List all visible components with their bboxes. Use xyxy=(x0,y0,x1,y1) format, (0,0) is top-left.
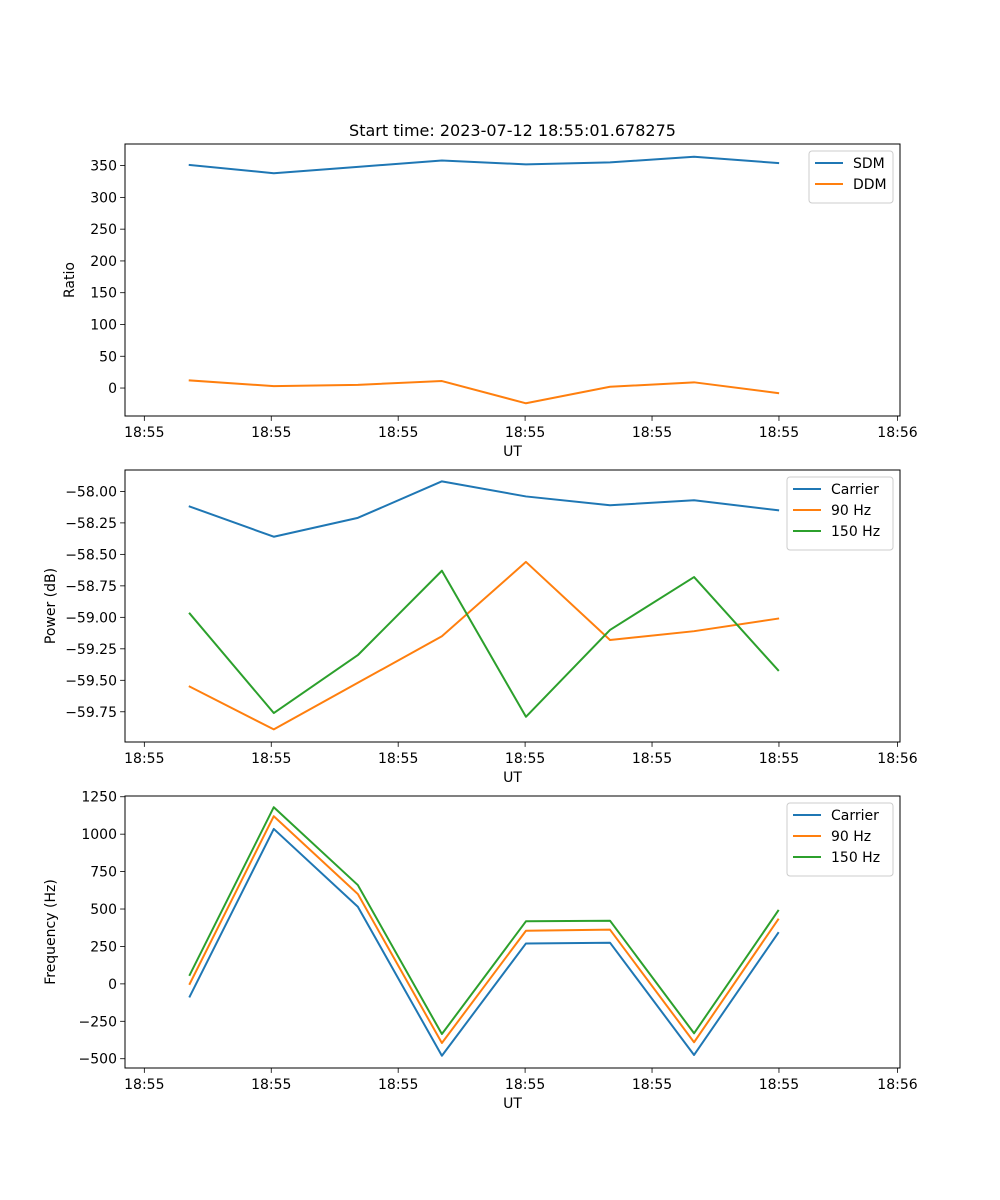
frequency-x-tick-label: 18:55 xyxy=(759,1077,799,1093)
power-y-tick-label: −58.50 xyxy=(65,547,117,563)
frequency-y-tick-label: 750 xyxy=(90,865,117,881)
ratio-x-tick-label: 18:55 xyxy=(505,425,545,441)
ratio-chart: 18:55 18:55 18:55 18:55 18:55 18:55 18:56 0 50 10… xyxy=(62,143,918,460)
ratio-x-tick-label: 18:55 xyxy=(632,425,672,441)
ratio-y-tick-label: 150 xyxy=(90,286,117,302)
ratio-y-tick-label: 50 xyxy=(99,349,117,365)
frequency-series-line-carrier xyxy=(188,827,780,1057)
frequency-y-axis-label: Frequency (Hz) xyxy=(43,879,59,985)
frequency-x-tick-label: 18:55 xyxy=(124,1077,164,1093)
ratio-legend-label-sdm: SDM xyxy=(853,156,885,172)
frequency-series-line-150-hz xyxy=(188,806,780,1036)
frequency-axes-frame xyxy=(124,795,901,1069)
power-y-tick-label: −58.00 xyxy=(65,484,117,500)
power-chart: 18:55 18:55 18:55 18:55 18:55 18:55 18:56 −58.0… xyxy=(43,469,918,786)
frequency-legend-label-carrier: Carrier xyxy=(831,808,879,824)
frequency-chart: 18:55 18:55 18:55 18:55 18:55 18:55 18:56 −500 −… xyxy=(43,790,918,1112)
chart-title: Start time: 2023-07-12 18:55:01.678275 xyxy=(349,121,676,140)
ratio-axes-frame xyxy=(124,143,901,417)
power-legend-label-150-hz: 150 Hz xyxy=(831,524,880,540)
ratio-series-line-sdm xyxy=(188,155,780,175)
power-legend-label-90-hz: 90 Hz xyxy=(831,503,871,519)
ratio-y-tick-label: 300 xyxy=(90,190,117,206)
power-y-tick-label: −59.50 xyxy=(65,673,117,689)
ratio-x-tick-label: 18:56 xyxy=(877,425,917,441)
power-x-tick-label: 18:55 xyxy=(505,751,545,767)
power-axes-frame xyxy=(124,469,901,743)
frequency-x-tick-label: 18:55 xyxy=(378,1077,418,1093)
power-series-line-150-hz xyxy=(188,569,780,718)
power-legend-label-carrier: Carrier xyxy=(831,482,879,498)
power-x-tick-label: 18:55 xyxy=(251,751,291,767)
ratio-series-line-ddm xyxy=(188,379,780,405)
frequency-x-tick-label: 18:55 xyxy=(251,1077,291,1093)
frequency-legend: Carrier 90 Hz 150 Hz xyxy=(786,802,894,877)
power-x-axis-label: UT xyxy=(503,770,522,786)
frequency-y-tick-label: −500 xyxy=(79,1052,117,1068)
frequency-y-tick-label: 1250 xyxy=(81,790,117,806)
ratio-y-tick-label: 350 xyxy=(90,159,117,175)
power-y-axis-label: Power (dB) xyxy=(43,568,59,644)
ratio-x-tick-label: 18:55 xyxy=(251,425,291,441)
frequency-y-tick-label: 1000 xyxy=(81,827,117,843)
power-y-tick-label: −58.25 xyxy=(65,516,117,532)
power-x-tick-label: 18:56 xyxy=(877,751,917,767)
power-series-line-90-hz xyxy=(188,560,780,731)
power-series-line-carrier xyxy=(188,480,780,538)
ratio-x-tick-label: 18:55 xyxy=(124,425,164,441)
frequency-x-tick-label: 18:55 xyxy=(632,1077,672,1093)
ratio-x-tick-label: 18:55 xyxy=(378,425,418,441)
power-y-tick-label: −59.00 xyxy=(65,610,117,626)
frequency-x-tick-label: 18:55 xyxy=(505,1077,545,1093)
power-legend: Carrier 90 Hz 150 Hz xyxy=(786,476,894,551)
ratio-y-tick-label: 0 xyxy=(108,381,117,397)
ratio-x-axis-label: UT xyxy=(503,444,522,460)
ratio-y-axis-label: Ratio xyxy=(62,262,78,298)
ratio-y-tick-label: 200 xyxy=(90,254,117,270)
frequency-y-tick-label: 250 xyxy=(90,939,117,955)
ratio-legend: SDM DDM xyxy=(808,150,894,204)
ratio-y-tick-label: 250 xyxy=(90,222,117,238)
frequency-y-tick-label: 0 xyxy=(108,977,117,993)
frequency-y-tick-label: −250 xyxy=(79,1014,117,1030)
frequency-legend-label-90-hz: 90 Hz xyxy=(831,829,871,845)
frequency-x-tick-label: 18:56 xyxy=(877,1077,917,1093)
frequency-x-axis-label: UT xyxy=(503,1096,522,1112)
power-y-tick-label: −59.75 xyxy=(65,705,117,721)
ratio-legend-label-ddm: DDM xyxy=(853,177,887,193)
power-x-tick-label: 18:55 xyxy=(378,751,418,767)
frequency-legend-label-150-hz: 150 Hz xyxy=(831,850,880,866)
frequency-series-line-90-hz xyxy=(188,815,780,1044)
ratio-x-tick-label: 18:55 xyxy=(759,425,799,441)
frequency-y-tick-label: 500 xyxy=(90,902,117,918)
power-x-tick-label: 18:55 xyxy=(124,751,164,767)
power-x-tick-label: 18:55 xyxy=(632,751,672,767)
power-y-tick-label: −59.25 xyxy=(65,642,117,658)
power-y-tick-label: −58.75 xyxy=(65,579,117,595)
power-x-tick-label: 18:55 xyxy=(759,751,799,767)
ratio-y-tick-label: 100 xyxy=(90,317,117,333)
